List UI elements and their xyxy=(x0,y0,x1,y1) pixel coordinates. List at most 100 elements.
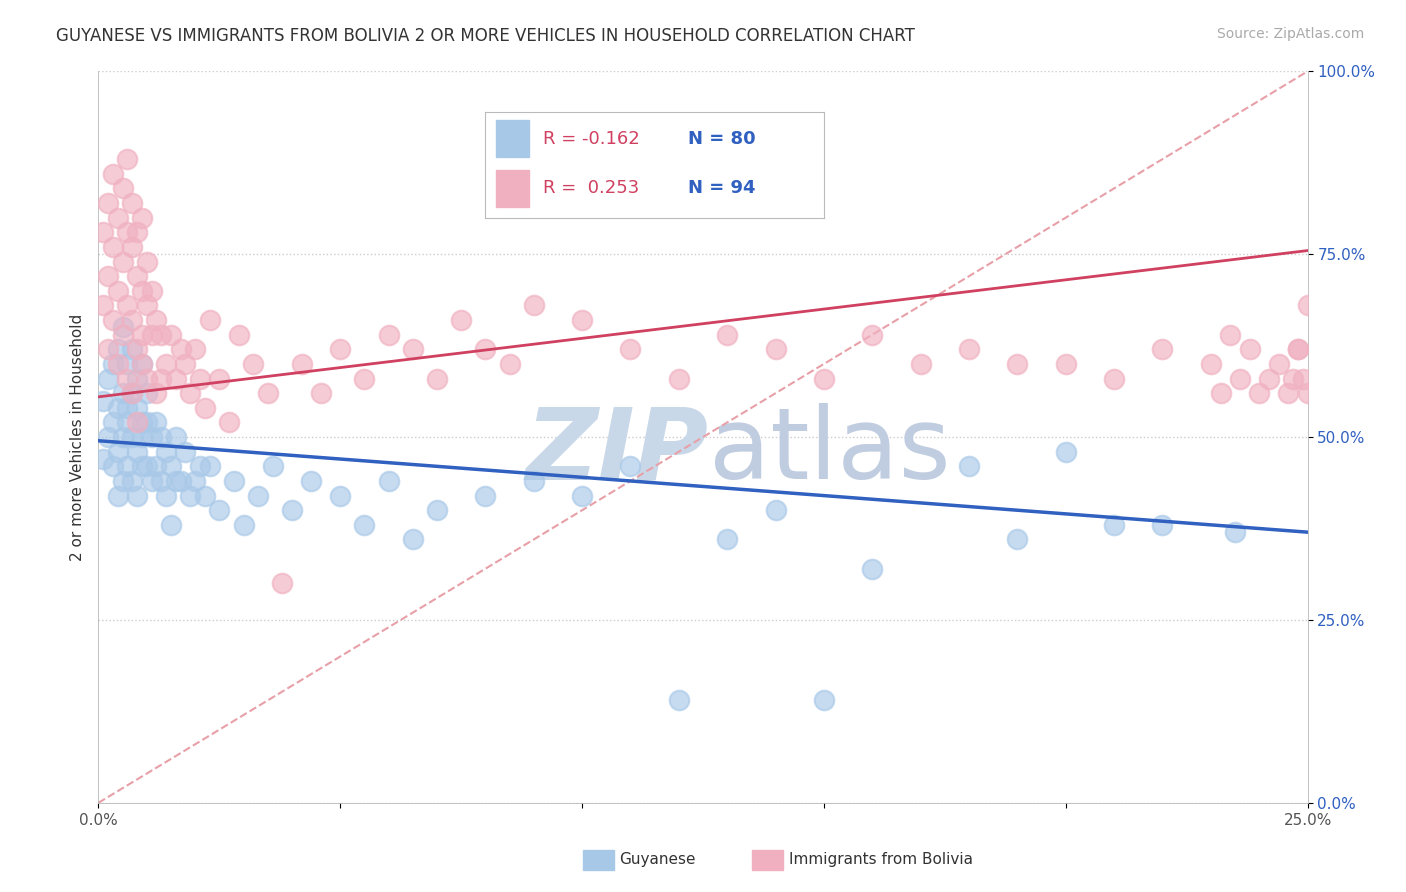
Point xyxy=(1249,386,1271,401)
Text: Immigrants from Bolivia: Immigrants from Bolivia xyxy=(789,853,973,867)
Point xyxy=(131,211,153,225)
Y-axis label: 2 or more Vehicles in Household: 2 or more Vehicles in Household xyxy=(69,313,84,561)
Point xyxy=(222,474,245,488)
Point xyxy=(232,517,254,532)
Point xyxy=(127,489,149,503)
Point xyxy=(1286,343,1309,357)
Point xyxy=(131,327,153,342)
Point xyxy=(101,240,124,254)
Point xyxy=(145,416,167,430)
Point xyxy=(208,503,231,517)
Point xyxy=(141,327,163,342)
Point xyxy=(121,240,143,254)
Text: atlas: atlas xyxy=(709,403,950,500)
Point xyxy=(107,489,129,503)
Point xyxy=(117,225,139,239)
Point xyxy=(97,371,120,385)
Point xyxy=(155,489,177,503)
Text: ZIP: ZIP xyxy=(526,403,709,500)
Point xyxy=(1292,371,1315,385)
Point xyxy=(117,152,139,166)
Point xyxy=(1199,357,1222,371)
Point xyxy=(131,459,153,474)
Point xyxy=(165,474,187,488)
Point xyxy=(1239,343,1261,357)
Point xyxy=(155,444,177,458)
Point xyxy=(619,459,641,474)
Point xyxy=(150,371,173,385)
Point xyxy=(111,254,134,268)
Point xyxy=(1286,343,1309,357)
Point xyxy=(329,343,352,357)
Point xyxy=(131,430,153,444)
Point xyxy=(117,459,139,474)
Point xyxy=(117,371,139,385)
Point xyxy=(117,401,139,415)
Point xyxy=(208,371,231,385)
Point xyxy=(377,327,399,342)
Point xyxy=(101,313,124,327)
Point xyxy=(127,401,149,415)
Point xyxy=(135,371,157,385)
Point xyxy=(256,386,278,401)
Point xyxy=(450,313,472,327)
Point xyxy=(1277,386,1299,401)
Text: Source: ZipAtlas.com: Source: ZipAtlas.com xyxy=(1216,27,1364,41)
Point xyxy=(426,503,449,517)
Point xyxy=(716,327,738,342)
Point xyxy=(101,357,124,371)
Point xyxy=(111,430,134,444)
Point xyxy=(141,474,163,488)
Point xyxy=(957,343,980,357)
Point xyxy=(910,357,932,371)
Point xyxy=(107,211,129,225)
Point xyxy=(813,693,835,707)
Point xyxy=(716,533,738,547)
Point xyxy=(135,386,157,401)
Point xyxy=(111,320,134,334)
Point xyxy=(813,371,835,385)
Point xyxy=(523,474,546,488)
Point xyxy=(1102,517,1125,532)
Point xyxy=(165,430,187,444)
Point xyxy=(290,357,312,371)
Point xyxy=(117,357,139,371)
Point xyxy=(160,327,183,342)
Point xyxy=(141,284,163,298)
Point xyxy=(150,430,173,444)
Point xyxy=(668,693,690,707)
Point xyxy=(1054,357,1077,371)
Point xyxy=(169,474,191,488)
Point xyxy=(194,489,217,503)
Point xyxy=(198,459,221,474)
Point xyxy=(957,459,980,474)
Point xyxy=(426,371,449,385)
Point xyxy=(1257,371,1279,385)
Point xyxy=(353,371,375,385)
Point xyxy=(145,459,167,474)
Point xyxy=(117,416,139,430)
Point xyxy=(860,562,883,576)
Point xyxy=(127,343,149,357)
Point xyxy=(107,444,129,458)
Point xyxy=(107,343,129,357)
Point xyxy=(127,225,149,239)
Point xyxy=(101,459,124,474)
Point xyxy=(765,503,787,517)
Point xyxy=(1209,386,1232,401)
Point xyxy=(523,298,546,312)
Point xyxy=(247,489,270,503)
Point xyxy=(1007,533,1029,547)
Point xyxy=(329,489,352,503)
Point xyxy=(121,196,143,211)
Point xyxy=(765,343,787,357)
Point xyxy=(184,474,207,488)
Point xyxy=(107,401,129,415)
Point xyxy=(474,343,496,357)
Point xyxy=(150,474,173,488)
Point xyxy=(135,254,157,268)
Point xyxy=(91,452,114,467)
Point xyxy=(127,269,149,284)
Point xyxy=(97,196,120,211)
Point xyxy=(97,343,120,357)
